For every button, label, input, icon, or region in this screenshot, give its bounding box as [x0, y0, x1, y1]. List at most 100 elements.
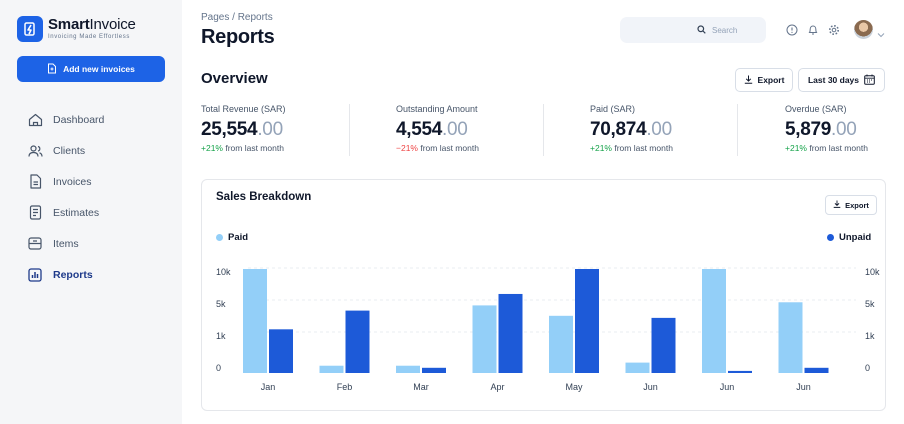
brand-name-light: Invoice — [89, 16, 136, 33]
bar-paid — [243, 269, 267, 373]
stat-divider — [543, 104, 544, 156]
sidebar-item-label: Items — [53, 237, 79, 250]
y-tick-label-right: 1k — [865, 331, 875, 341]
stat-change: −21% from last month — [396, 143, 479, 153]
search-input[interactable] — [712, 25, 752, 35]
brand-logo[interactable]: SmartInvoice Invoicing Made Effortless — [17, 16, 136, 42]
stat-value-decimals: .00 — [257, 119, 283, 140]
sidebar-item-reports[interactable]: Reports — [27, 259, 104, 290]
stat-label: Total Revenue (SAR) — [201, 104, 286, 114]
legend-label-paid: Paid — [228, 232, 249, 243]
x-tick-label: Jan — [261, 382, 276, 392]
bar-unpaid — [728, 370, 752, 373]
legend-swatch-paid — [216, 234, 223, 241]
date-range-label: Last 30 days — [807, 75, 860, 85]
legend-unpaid[interactable]: Unpaid — [827, 232, 871, 243]
stat-value-decimals: .00 — [442, 119, 468, 140]
download-icon — [744, 75, 753, 86]
x-tick-label: Mar — [413, 382, 429, 392]
page-title: Reports — [201, 26, 275, 48]
stat-value-int: 5,879 — [785, 119, 832, 140]
stat-divider — [349, 104, 350, 156]
brand-tagline: Invoicing Made Effortless — [48, 34, 130, 40]
home-icon — [27, 112, 43, 128]
y-tick-label-left: 1k — [216, 331, 226, 341]
bar-unpaid — [651, 317, 676, 373]
stat-change: +21% from last month — [590, 143, 673, 153]
sidebar-item-label: Estimates — [53, 206, 100, 219]
stat-change-value: −21% — [396, 143, 418, 153]
bar-paid — [396, 365, 420, 373]
date-range-select[interactable]: Last 30 days — [798, 68, 885, 92]
sidebar-item-items[interactable]: Items — [27, 228, 104, 259]
sidebar-item-estimates[interactable]: Estimates — [27, 197, 104, 228]
search-icon — [697, 21, 706, 39]
bell-icon[interactable] — [807, 24, 819, 36]
bar-unpaid — [804, 367, 829, 373]
stat-overdue: Overdue (SAR) 5,879.00 +21% from last mo… — [785, 104, 868, 153]
stat-value-int: 4,554 — [396, 119, 443, 140]
calendar-icon — [864, 74, 875, 87]
bar-unpaid — [498, 293, 523, 373]
stat-change-suffix: from last month — [420, 143, 479, 153]
x-tick-label: Apr — [490, 382, 504, 392]
stat-value: 70,874.00 — [590, 119, 673, 141]
stat-change-suffix: from last month — [225, 143, 284, 153]
sales-bar-chart: 10k 10k 5k 5k 1k 1k 0 0 Jan Feb Mar Apr May Jun Jun Jun — [216, 267, 880, 392]
stat-value: 25,554.00 — [201, 119, 286, 141]
bar-paid — [472, 305, 497, 373]
sidebar-item-label: Reports — [53, 268, 93, 281]
bar-unpaid — [422, 367, 446, 373]
legend-paid[interactable]: Paid — [216, 232, 248, 243]
estimate-icon — [27, 205, 43, 221]
overview-export-button[interactable]: Export — [735, 68, 793, 92]
sales-export-label: Export — [845, 200, 869, 210]
download-icon — [833, 200, 841, 210]
stat-change: +21% from last month — [201, 143, 286, 153]
box-icon — [27, 236, 43, 252]
stat-outstanding: Outstanding Amount 4,554.00 −21% from la… — [396, 104, 479, 153]
stat-value-decimals: .00 — [646, 119, 672, 140]
x-tick-label: Jun — [720, 382, 735, 392]
stat-change-value: +21% — [590, 143, 612, 153]
stat-label: Paid (SAR) — [590, 104, 636, 114]
add-new-invoice-label: Add new invoices — [63, 64, 135, 74]
help-icon[interactable] — [786, 24, 798, 36]
sales-breakdown-card: Sales Breakdown Export Paid Unpaid 10k 10… — [201, 179, 886, 411]
bar-paid — [549, 315, 573, 373]
logo-icon — [17, 16, 43, 42]
sidebar-item-clients[interactable]: Clients — [27, 135, 104, 166]
bar-unpaid — [269, 329, 293, 373]
stat-value-int: 25,554 — [201, 119, 258, 140]
breadcrumb[interactable]: Pages / Reports — [201, 12, 273, 23]
y-tick-label-left: 0 — [216, 363, 221, 373]
brand-name-bold: Smart — [48, 16, 90, 33]
sidebar-item-label: Clients — [53, 144, 86, 157]
x-tick-label: May — [565, 382, 583, 392]
stat-value: 5,879.00 — [785, 119, 868, 141]
legend-swatch-unpaid — [827, 234, 834, 241]
sidebar-item-invoices[interactable]: Invoices — [27, 166, 104, 197]
stat-label: Overdue (SAR) — [785, 104, 847, 114]
y-tick-label-right: 10k — [865, 267, 880, 277]
stat-total-revenue: Total Revenue (SAR) 25,554.00 +21% from … — [201, 104, 286, 153]
bar-paid — [778, 302, 803, 373]
avatar[interactable] — [854, 20, 873, 39]
chevron-down-icon[interactable] — [877, 25, 885, 43]
y-tick-label-right: 0 — [865, 363, 870, 373]
gear-icon[interactable] — [828, 24, 840, 36]
y-tick-label-right: 5k — [865, 299, 875, 309]
sales-export-button[interactable]: Export — [825, 195, 877, 215]
sidebar-item-dashboard[interactable]: Dashboard — [27, 104, 104, 135]
bar-chart-icon — [27, 267, 43, 283]
brand-name: SmartInvoice — [48, 17, 136, 33]
x-tick-label: Jun — [643, 382, 658, 392]
stat-paid: Paid (SAR) 70,874.00 +21% from last mont… — [590, 104, 673, 153]
bar-paid — [625, 362, 650, 373]
search-box[interactable] — [620, 17, 766, 43]
stat-value-decimals: .00 — [831, 119, 857, 140]
add-new-invoice-button[interactable]: Add new invoices — [17, 56, 165, 82]
stat-label: Outstanding Amount — [396, 104, 478, 114]
sidebar-nav: Dashboard Clients Invoices Estimates Ite… — [27, 104, 104, 290]
